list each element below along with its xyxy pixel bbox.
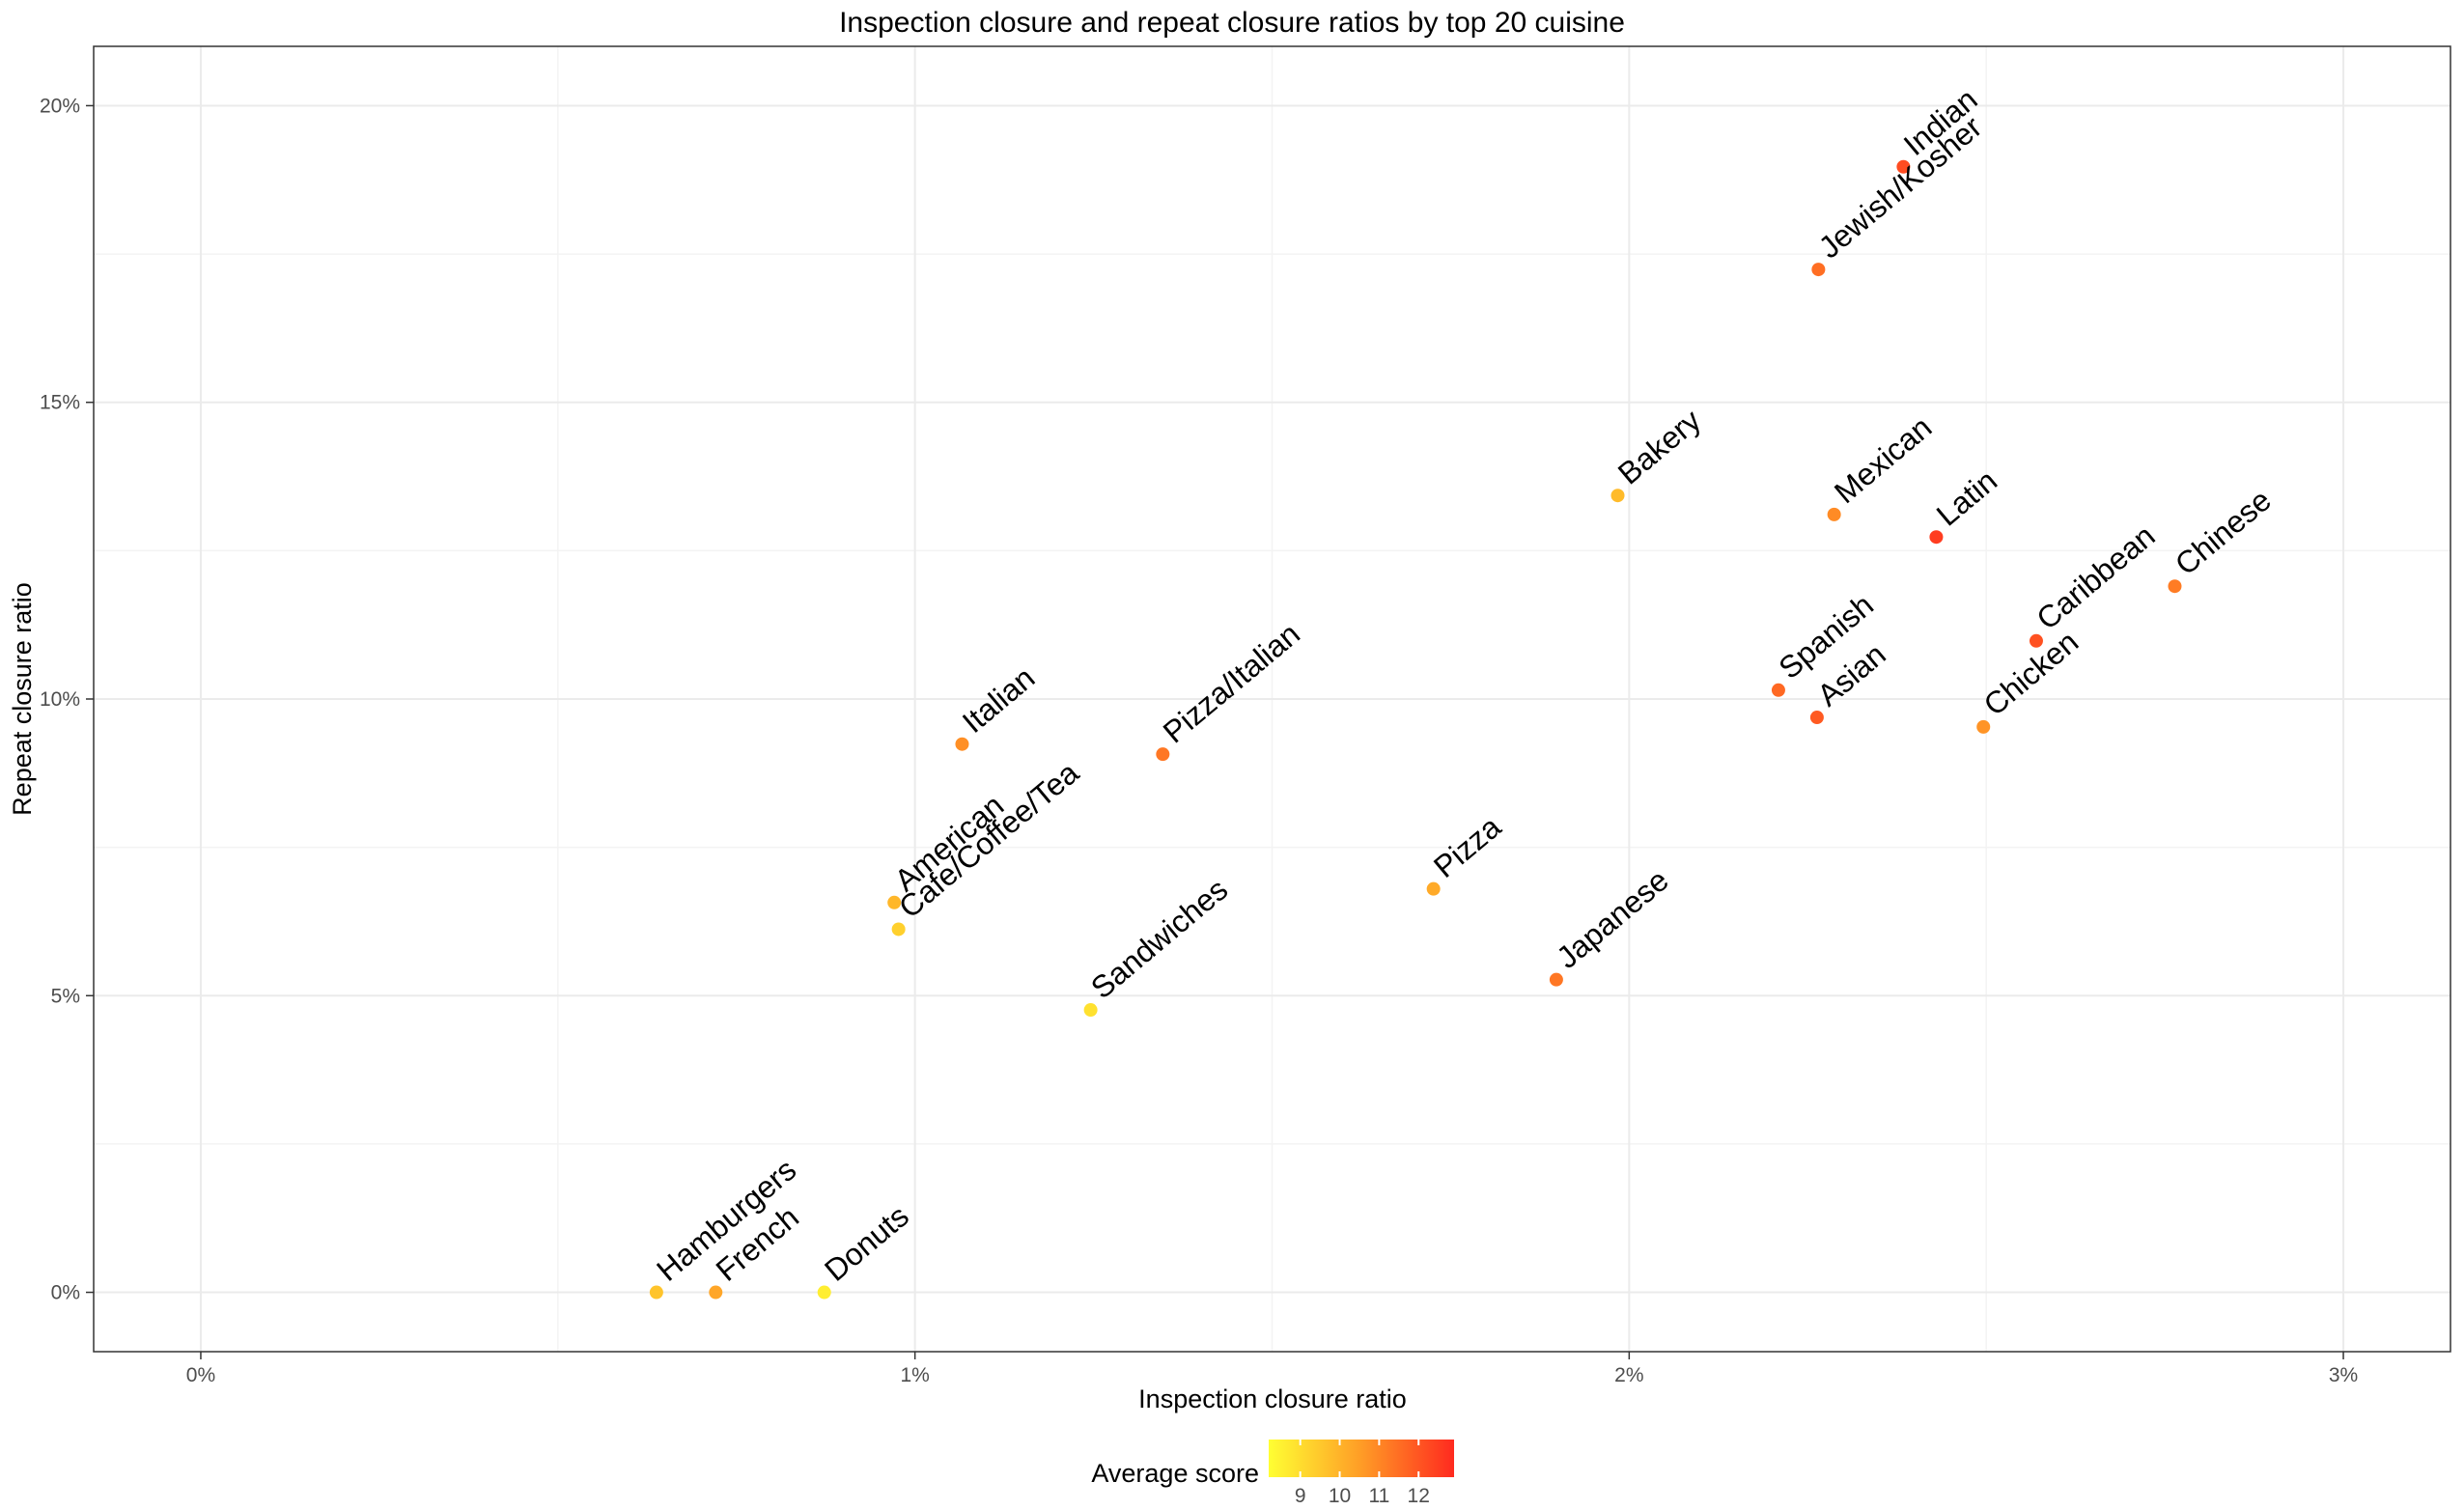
data-point — [887, 895, 902, 909]
y-axis-label: Repeat closure ratio — [8, 582, 37, 816]
data-point — [1976, 719, 1991, 734]
data-point — [1083, 1003, 1098, 1018]
data-point — [1549, 972, 1563, 987]
legend-title: Average score — [1091, 1459, 1259, 1488]
legend-ticks: 9 10 11 12 — [1295, 1440, 1430, 1507]
data-point — [1811, 263, 1826, 277]
data-point — [1426, 881, 1441, 896]
legend-tick-label: 10 — [1329, 1485, 1351, 1507]
y-tick-label: 15% — [40, 392, 80, 414]
data-point — [709, 1285, 723, 1300]
data-point — [891, 922, 906, 937]
chart-title: Inspection closure and repeat closure ra… — [839, 7, 1625, 39]
legend: Average score 9 10 11 12 — [1091, 1440, 1454, 1507]
data-point — [1156, 747, 1170, 762]
data-point — [1827, 507, 1841, 521]
data-point — [1809, 711, 1824, 725]
data-point — [1896, 159, 1911, 174]
y-tick-label: 0% — [51, 1282, 80, 1304]
legend-colorbar — [1269, 1440, 1454, 1477]
legend-tick-label: 12 — [1408, 1485, 1430, 1507]
data-point — [1771, 683, 1785, 697]
legend-tick-label: 11 — [1368, 1485, 1389, 1507]
y-tick-label: 5% — [51, 985, 80, 1007]
data-point — [955, 737, 969, 751]
y-tick-label: 20% — [40, 95, 80, 117]
data-point — [1929, 530, 1944, 545]
data-point — [817, 1285, 831, 1300]
x-tick-label: 2% — [1614, 1364, 1643, 1386]
x-axis-label: Inspection closure ratio — [1138, 1384, 1407, 1413]
legend-tick-label: 9 — [1295, 1485, 1306, 1507]
x-tick-label: 3% — [2329, 1364, 2358, 1386]
data-point — [2029, 633, 2043, 648]
x-tick-label: 1% — [900, 1364, 929, 1386]
y-tick-label: 10% — [40, 688, 80, 711]
data-point — [1610, 489, 1625, 503]
y-axis: 0% 5% 10% 15% 20% — [40, 95, 94, 1304]
data-point — [649, 1285, 663, 1300]
data-points — [649, 159, 2182, 1300]
x-axis: 0% 1% 2% 3% — [186, 1352, 2358, 1386]
grid-major-lines — [94, 46, 2450, 1352]
x-tick-label: 0% — [186, 1364, 215, 1386]
data-point — [2168, 579, 2182, 594]
